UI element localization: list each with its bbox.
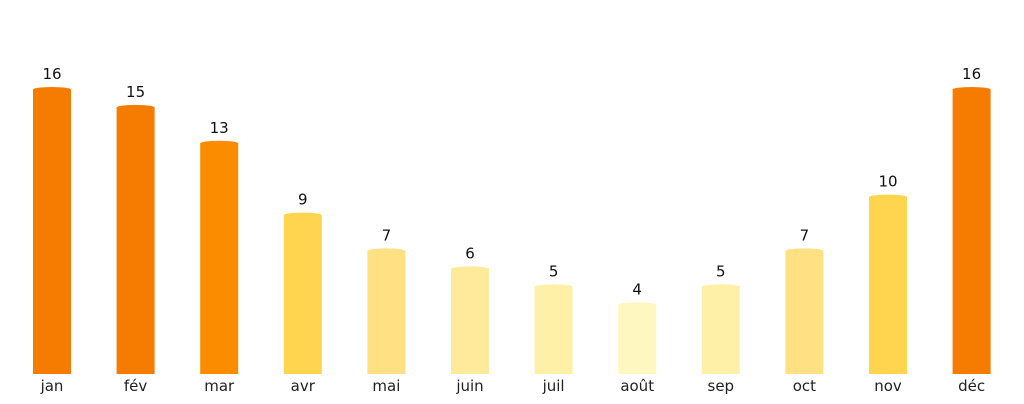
bar-sep [701,286,740,374]
bar-cap-déc [952,87,991,92]
bar-juin [451,268,489,374]
x-tick-label-fév: fév [124,377,148,395]
bar-avr [283,215,322,374]
bar-cap-fév [116,104,155,110]
x-tick-label-sep: sep [708,377,735,395]
value-label-juil: 5 [549,262,559,280]
x-tick-label-avr: avr [291,377,316,395]
x-tick-labels-group: jan fév mar avr mai juin juil août sep oct nov déc [40,377,986,395]
x-tick-label-juil: juil [542,377,565,395]
x-tick-label-nov: nov [874,377,902,395]
bar-cap-août [618,302,657,308]
bar-cap-nov [869,194,907,200]
x-tick-label-août: août [620,377,654,395]
bar-cap-jan [33,87,71,92]
bar-cap-juin [451,266,489,272]
value-label-mai: 7 [382,226,392,244]
value-label-déc: 16 [962,65,981,83]
x-tick-label-jan: jan [40,377,64,395]
value-labels-group: 16 15 13 9 7 6 5 4 5 7 10 16 [42,65,981,298]
x-tick-label-juin: juin [455,377,483,395]
value-label-août: 4 [632,280,642,298]
value-label-juin: 6 [465,244,475,262]
value-label-fév: 15 [126,83,145,101]
bar-cap-mar [200,140,239,146]
bar-août [618,304,657,375]
bar-cap-avr [283,212,322,218]
x-tick-label-mai: mai [372,377,400,395]
bar-mai [367,250,406,374]
bar-cap-juil [534,284,573,290]
bar-juil [534,286,573,374]
value-label-nov: 10 [878,173,897,191]
bar-mar [200,143,239,374]
bar-cap-sep [701,284,740,290]
value-label-jan: 16 [42,65,61,83]
bar-déc [952,89,991,374]
value-label-oct: 7 [800,226,810,244]
x-tick-label-mar: mar [204,377,235,395]
bar-cap-mai [367,248,406,254]
value-label-sep: 5 [716,262,726,280]
bar-fév [116,107,155,375]
bar-nov [869,197,907,374]
x-tick-label-oct: oct [793,377,816,395]
value-label-avr: 9 [298,191,308,209]
bar-cap-oct [785,248,824,254]
bars-group [33,87,991,375]
x-tick-label-déc: déc [958,377,985,395]
bar-oct [785,250,824,374]
value-label-mar: 13 [210,119,229,137]
bar-jan [33,89,71,374]
